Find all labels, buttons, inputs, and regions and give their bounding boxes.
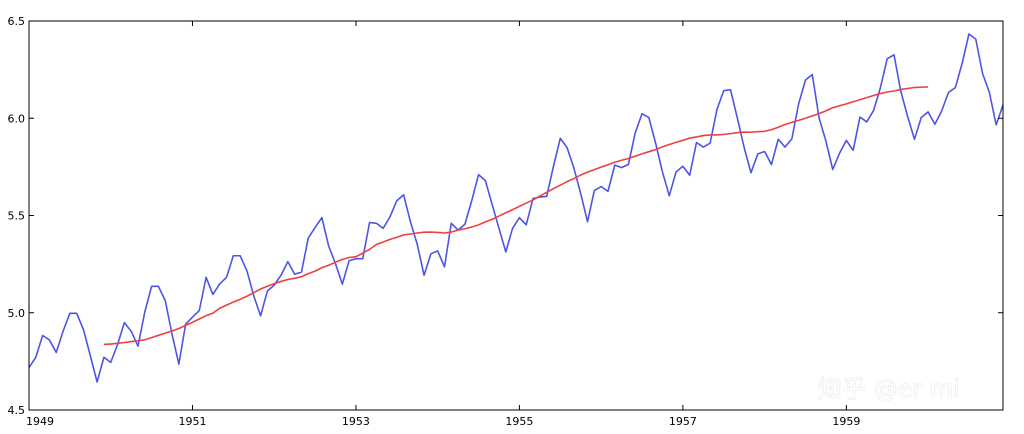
series-line-1 [28, 33, 1004, 383]
watermark-text: 知乎 @er mi [818, 375, 960, 403]
x-tick-label: 1957 [669, 415, 697, 428]
plot-frame [28, 20, 1004, 411]
y-tick-label: 6.0 [8, 112, 26, 125]
x-tick-label: 1951 [178, 415, 206, 428]
y-tick-label: 5.0 [8, 307, 26, 320]
ticks-layer: 1949 1951 1953 1955 1957 1959 4.5 5.0 5.5 6.0 6.5 [8, 15, 1003, 428]
x-tick-label: 1949 [26, 415, 54, 428]
plot-background [29, 21, 1003, 410]
y-tick-label: 4.5 [8, 404, 26, 417]
y-tick-label: 6.5 [8, 15, 26, 28]
x-tick-label: 1955 [505, 415, 533, 428]
y-tick-label: 5.5 [8, 210, 26, 223]
x-tick-label: 1959 [832, 415, 860, 428]
x-tick-label: 1953 [342, 415, 370, 428]
series-layer [28, 33, 1004, 383]
series-line-2 [103, 86, 929, 346]
